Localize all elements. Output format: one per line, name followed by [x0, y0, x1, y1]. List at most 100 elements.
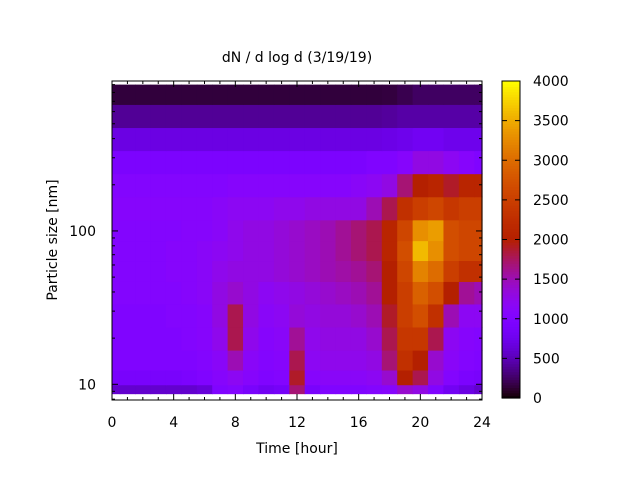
heatmap-cell	[119, 219, 136, 242]
heatmap-cell	[335, 84, 352, 105]
heatmap-cell	[458, 350, 475, 371]
colorbar-segment	[502, 221, 520, 225]
colorbar-segment	[502, 334, 520, 338]
heatmap-cell	[135, 173, 152, 198]
colorbar-segment	[502, 390, 520, 394]
heatmap-cell	[443, 173, 460, 198]
heatmap-cell	[412, 326, 429, 351]
heatmap-cell	[273, 260, 290, 282]
heatmap-cell	[381, 384, 398, 395]
y-tick-label: 10	[78, 377, 96, 393]
heatmap-cell	[381, 240, 398, 262]
heatmap-cell	[443, 150, 460, 175]
heatmap-cell	[181, 240, 198, 262]
colorbar-segment	[502, 387, 520, 391]
heatmap-cell	[366, 350, 383, 371]
heatmap-cell	[397, 150, 414, 175]
colorbar-segment	[502, 184, 520, 188]
colorbar-segment	[502, 81, 520, 85]
heatmap-cell	[289, 350, 306, 371]
heatmap-cell	[289, 127, 306, 152]
colorbar-segment	[502, 205, 520, 209]
heatmap-cell	[181, 384, 198, 395]
heatmap-cell	[273, 150, 290, 175]
colorbar-tick-label: 500	[533, 351, 560, 367]
heatmap-cell	[135, 369, 152, 386]
heatmap-cell	[165, 150, 182, 175]
colorbar-segment	[502, 165, 520, 169]
colorbar-segment	[502, 152, 520, 156]
x-tick-label: 8	[231, 415, 240, 431]
heatmap-cell	[304, 240, 321, 262]
heatmap-cell	[165, 84, 182, 105]
colorbar-segment	[502, 297, 520, 301]
heatmap-cell	[320, 196, 337, 221]
heatmap-cell	[366, 281, 383, 305]
heatmap-cell	[289, 240, 306, 262]
heatmap-cell	[443, 384, 460, 395]
colorbar-segment	[502, 273, 520, 278]
heatmap-cell	[412, 127, 429, 152]
heatmap-cell	[196, 384, 213, 395]
heatmap-cell	[335, 127, 352, 152]
heatmap-cell	[366, 150, 383, 175]
heatmap-cell	[119, 104, 136, 129]
heatmap-cell	[196, 350, 213, 371]
heatmap-cell	[458, 219, 475, 242]
heatmap-cell	[428, 219, 445, 242]
x-tick-label: 24	[473, 415, 491, 431]
colorbar-segment	[502, 189, 520, 193]
heatmap-cell	[289, 84, 306, 105]
heatmap-cell	[366, 240, 383, 262]
heatmap-cell	[320, 326, 337, 351]
heatmap-cell	[119, 150, 136, 175]
colorbar-segment	[502, 94, 520, 98]
heatmap-cell	[474, 260, 483, 282]
heatmap-cell	[381, 127, 398, 152]
heatmap-cell	[150, 384, 167, 395]
colorbar-segment	[502, 160, 520, 164]
heatmap-cell	[227, 384, 244, 395]
heatmap-cell	[196, 150, 213, 175]
colorbar-segment	[502, 371, 520, 375]
colorbar-segment	[502, 260, 520, 264]
heatmap-cell	[196, 84, 213, 105]
heatmap-cell	[443, 369, 460, 386]
heatmap-cell	[366, 127, 383, 152]
heatmap-cell	[181, 104, 198, 129]
heatmap-cell	[150, 240, 167, 262]
heatmap-cell	[474, 326, 483, 351]
heatmap-cell	[181, 260, 198, 282]
colorbar-segment	[502, 213, 520, 217]
heatmap-cell	[165, 173, 182, 198]
colorbar-segment	[502, 136, 520, 140]
colorbar-segment	[502, 347, 520, 352]
heatmap-cell	[474, 219, 483, 242]
colorbar-tick-label: 3500	[533, 114, 569, 130]
colorbar-segment	[502, 350, 520, 354]
heatmap-cell	[397, 240, 414, 262]
colorbar-segment	[502, 91, 520, 95]
heatmap-cell	[304, 127, 321, 152]
heatmap-cell	[304, 350, 321, 371]
heatmap-cell	[335, 350, 352, 371]
heatmap-cell	[412, 240, 429, 262]
heatmap-cell	[258, 196, 275, 221]
colorbar-segment	[502, 133, 520, 138]
heatmap-cell	[273, 350, 290, 371]
heatmap-cell	[119, 260, 136, 282]
heatmap-cell	[150, 219, 167, 242]
heatmap-cell	[366, 104, 383, 129]
heatmap-cell	[474, 369, 483, 386]
heatmap-cell	[350, 240, 367, 262]
colorbar-segment	[502, 110, 520, 114]
heatmap-cell	[458, 260, 475, 282]
heatmap-cell	[474, 384, 483, 395]
heatmap-cell	[227, 326, 244, 351]
heatmap-cell	[243, 104, 260, 129]
colorbar-segment	[502, 112, 520, 116]
heatmap-cell	[112, 196, 121, 221]
colorbar-segment	[502, 337, 520, 341]
heatmap-cell	[165, 219, 182, 242]
heatmap-cell	[135, 127, 152, 152]
